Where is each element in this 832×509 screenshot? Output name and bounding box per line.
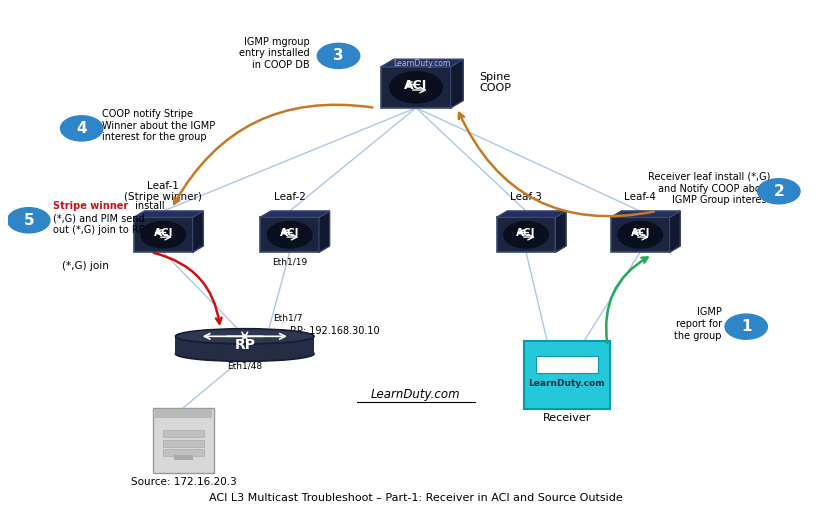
FancyBboxPatch shape: [163, 449, 204, 456]
Text: 1: 1: [741, 319, 751, 334]
Circle shape: [7, 208, 50, 233]
Text: Eth1/19: Eth1/19: [272, 258, 307, 267]
FancyBboxPatch shape: [155, 409, 212, 417]
Text: install: install: [132, 201, 165, 211]
Text: ACI: ACI: [153, 229, 173, 238]
FancyBboxPatch shape: [176, 336, 314, 354]
Text: RP: 192.168.30.10: RP: 192.168.30.10: [290, 326, 379, 336]
Text: ACI L3 Multicast Troubleshoot – Part-1: Receiver in ACI and Source Outside: ACI L3 Multicast Troubleshoot – Part-1: …: [209, 493, 623, 503]
Text: 4: 4: [77, 121, 87, 136]
Text: Spine
COOP: Spine COOP: [479, 72, 512, 93]
Circle shape: [758, 179, 800, 204]
Polygon shape: [451, 60, 463, 108]
Text: (*,G) and PIM send: (*,G) and PIM send: [53, 213, 145, 223]
Circle shape: [317, 43, 359, 68]
Polygon shape: [319, 211, 329, 252]
Text: Eth1/7: Eth1/7: [273, 314, 303, 322]
Text: Leaf-4: Leaf-4: [624, 192, 656, 203]
Text: RP: RP: [235, 338, 255, 352]
Text: Receiver leaf install (*,G)
and Notify COOP about
IGMP Group interest: Receiver leaf install (*,G) and Notify C…: [648, 172, 770, 205]
Circle shape: [503, 221, 548, 248]
FancyBboxPatch shape: [523, 341, 610, 409]
Text: lo155: lo155: [290, 341, 315, 350]
Ellipse shape: [176, 329, 314, 344]
Text: LearnDuty.com: LearnDuty.com: [528, 379, 605, 388]
FancyBboxPatch shape: [381, 67, 451, 108]
Polygon shape: [381, 60, 463, 67]
Text: Receiver: Receiver: [542, 413, 591, 422]
Text: Source: 172.16.20.3: Source: 172.16.20.3: [131, 476, 236, 487]
Text: ACI: ACI: [631, 229, 650, 238]
Text: IGMP
report for
the group: IGMP report for the group: [674, 307, 722, 341]
Polygon shape: [611, 211, 680, 217]
Text: ACI: ACI: [517, 229, 536, 238]
Circle shape: [725, 314, 767, 339]
FancyBboxPatch shape: [536, 356, 598, 373]
Polygon shape: [497, 211, 566, 217]
Text: Stripe winner: Stripe winner: [53, 201, 128, 211]
FancyBboxPatch shape: [260, 217, 319, 252]
Polygon shape: [260, 211, 329, 217]
Text: out (*,G) join to RP: out (*,G) join to RP: [53, 225, 145, 235]
Polygon shape: [134, 211, 203, 217]
Text: Eth1/48: Eth1/48: [227, 361, 262, 371]
FancyBboxPatch shape: [174, 455, 193, 460]
FancyBboxPatch shape: [497, 217, 556, 252]
Circle shape: [141, 221, 186, 248]
Polygon shape: [556, 211, 566, 252]
Text: 3: 3: [334, 48, 344, 63]
Text: COOP notify Stripe
Winner about the IGMP
interest for the group: COOP notify Stripe Winner about the IGMP…: [102, 109, 215, 142]
Text: IGMP mgroup
entry installed
in COOP DB: IGMP mgroup entry installed in COOP DB: [240, 37, 310, 70]
Circle shape: [61, 116, 103, 141]
FancyBboxPatch shape: [134, 217, 192, 252]
Polygon shape: [670, 211, 680, 252]
Text: Leaf-1
(Stripe winner): Leaf-1 (Stripe winner): [124, 181, 202, 203]
Ellipse shape: [176, 346, 314, 361]
Circle shape: [618, 221, 662, 248]
Text: (*,G) join: (*,G) join: [62, 261, 109, 271]
Text: 5: 5: [23, 213, 34, 228]
FancyBboxPatch shape: [153, 408, 214, 473]
FancyBboxPatch shape: [611, 217, 670, 252]
Circle shape: [267, 221, 312, 248]
Text: ACI: ACI: [280, 229, 300, 238]
Circle shape: [389, 72, 443, 103]
Text: 2: 2: [774, 184, 785, 199]
Text: LearnDuty.com: LearnDuty.com: [394, 59, 451, 68]
Text: Leaf-3: Leaf-3: [510, 192, 542, 203]
FancyBboxPatch shape: [163, 440, 204, 446]
Text: Leaf-2: Leaf-2: [274, 192, 305, 203]
FancyBboxPatch shape: [163, 430, 204, 437]
Text: ACI: ACI: [404, 79, 428, 92]
Polygon shape: [192, 211, 203, 252]
Text: LearnDuty.com: LearnDuty.com: [371, 388, 461, 401]
